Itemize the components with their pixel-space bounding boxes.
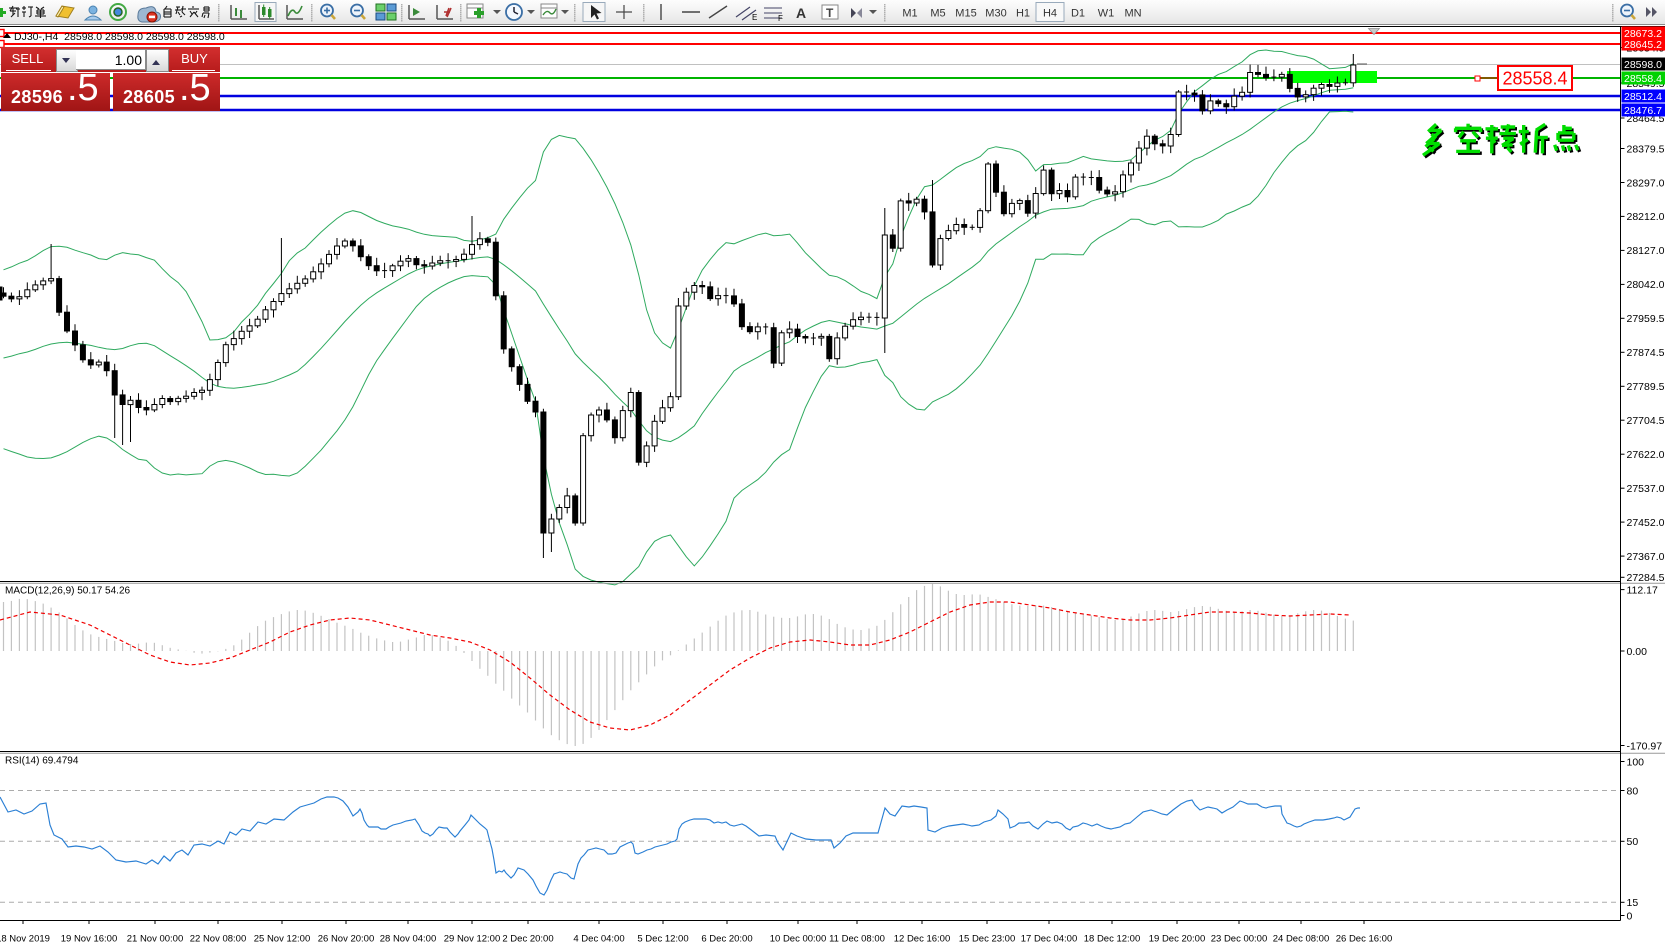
svg-text:22 Nov 08:00: 22 Nov 08:00 <box>190 934 247 945</box>
svg-text:5 Dec 12:00: 5 Dec 12:00 <box>637 934 688 945</box>
svg-text:29 Nov 12:00: 29 Nov 12:00 <box>444 934 501 945</box>
svg-text:H1: H1 <box>1016 8 1030 20</box>
svg-text:-170.97: -170.97 <box>1627 740 1663 752</box>
svg-text:21 Nov 00:00: 21 Nov 00:00 <box>127 934 184 945</box>
svg-text:12 Dec 16:00: 12 Dec 16:00 <box>894 934 951 945</box>
svg-text:28645.2: 28645.2 <box>1624 39 1662 51</box>
svg-text:RSI(14) 69.4794: RSI(14) 69.4794 <box>5 756 79 767</box>
svg-text:100: 100 <box>1627 756 1645 768</box>
svg-text:25 Nov 12:00: 25 Nov 12:00 <box>254 934 311 945</box>
svg-text:27704.5: 27704.5 <box>1627 415 1665 427</box>
svg-text:112.17: 112.17 <box>1627 584 1658 596</box>
svg-text:M1: M1 <box>902 8 917 20</box>
svg-text:28476.7: 28476.7 <box>1624 105 1662 117</box>
svg-text:A: A <box>796 5 806 21</box>
svg-text:27874.5: 27874.5 <box>1627 347 1665 359</box>
svg-text:27367.0: 27367.0 <box>1627 551 1665 563</box>
svg-text:6 Dec 20:00: 6 Dec 20:00 <box>701 934 752 945</box>
svg-text:28042.0: 28042.0 <box>1627 279 1665 291</box>
svg-text:10 Dec 00:00: 10 Dec 00:00 <box>770 934 827 945</box>
svg-text:19 Dec 20:00: 19 Dec 20:00 <box>1149 934 1206 945</box>
svg-text:80: 80 <box>1627 785 1639 797</box>
svg-text:18 Dec 12:00: 18 Dec 12:00 <box>1084 934 1141 945</box>
svg-text:4 Dec 04:00: 4 Dec 04:00 <box>573 934 624 945</box>
svg-text:28297.0: 28297.0 <box>1627 177 1665 189</box>
svg-text:11 Dec 08:00: 11 Dec 08:00 <box>829 934 885 945</box>
svg-text:28379.5: 28379.5 <box>1627 143 1665 155</box>
svg-text:15 Dec 23:00: 15 Dec 23:00 <box>959 934 1016 945</box>
svg-text:28673.2: 28673.2 <box>1624 28 1662 40</box>
svg-text:M5: M5 <box>930 8 945 20</box>
svg-text:MACD(12,26,9) 50.17 54.26: MACD(12,26,9) 50.17 54.26 <box>5 586 131 597</box>
svg-text:MN: MN <box>1124 8 1141 20</box>
svg-text:27789.5: 27789.5 <box>1627 381 1665 393</box>
svg-text:0: 0 <box>1627 910 1633 922</box>
svg-text:28558.4: 28558.4 <box>1624 73 1662 85</box>
svg-text:50: 50 <box>1627 836 1639 848</box>
svg-text:2 Dec 20:00: 2 Dec 20:00 <box>502 934 553 945</box>
svg-text:M15: M15 <box>955 8 976 20</box>
svg-text:26 Nov 20:00: 26 Nov 20:00 <box>318 934 375 945</box>
svg-text:28212.0: 28212.0 <box>1627 211 1665 223</box>
svg-text:T: T <box>826 6 834 20</box>
svg-text:17 Dec 04:00: 17 Dec 04:00 <box>1021 934 1078 945</box>
svg-text:E: E <box>752 13 757 22</box>
svg-text:23 Dec 00:00: 23 Dec 00:00 <box>1211 934 1268 945</box>
svg-text:27622.0: 27622.0 <box>1627 449 1665 461</box>
svg-text:27284.5: 27284.5 <box>1627 572 1665 584</box>
svg-text:H4: H4 <box>1043 8 1057 20</box>
svg-text:24 Dec 08:00: 24 Dec 08:00 <box>1273 934 1330 945</box>
svg-text:28598.0: 28598.0 <box>1624 59 1662 71</box>
svg-text:26 Dec 16:00: 26 Dec 16:00 <box>1336 934 1393 945</box>
svg-text:28512.4: 28512.4 <box>1624 91 1662 103</box>
svg-text:28127.0: 28127.0 <box>1627 245 1665 257</box>
svg-text:W1: W1 <box>1098 8 1115 20</box>
svg-text:27452.0: 27452.0 <box>1627 517 1665 529</box>
svg-text:M30: M30 <box>985 8 1006 20</box>
svg-text:DJ30-,H4 28598.0 28598.0 2859: DJ30-,H4 28598.0 28598.0 28598.0 28598.0 <box>14 31 225 43</box>
svg-text:28 Nov 04:00: 28 Nov 04:00 <box>380 934 437 945</box>
svg-text:18 Nov 2019: 18 Nov 2019 <box>0 934 50 945</box>
svg-text:F: F <box>778 14 783 23</box>
svg-text:28558.4: 28558.4 <box>1502 69 1567 89</box>
svg-text:D1: D1 <box>1071 8 1085 20</box>
svg-text:27959.5: 27959.5 <box>1627 313 1665 325</box>
svg-text:19 Nov 16:00: 19 Nov 16:00 <box>61 934 118 945</box>
svg-text:0.00: 0.00 <box>1627 646 1648 658</box>
svg-text:27537.0: 27537.0 <box>1627 483 1665 495</box>
svg-text:15: 15 <box>1627 897 1639 909</box>
